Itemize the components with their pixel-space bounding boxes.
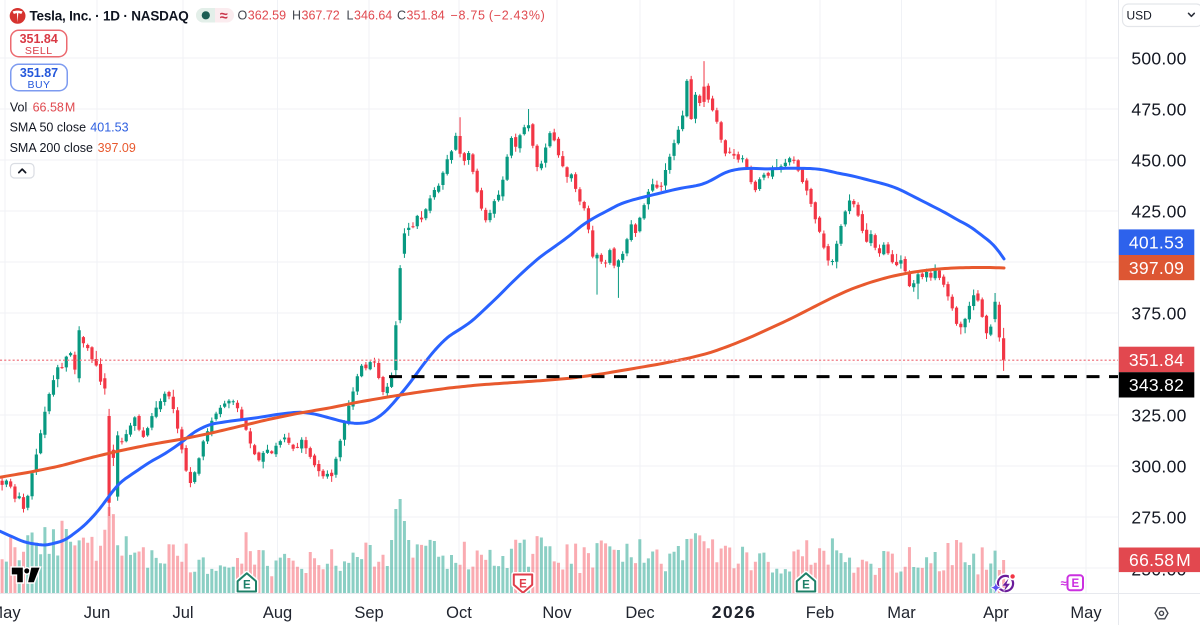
svg-text:Aug: Aug — [263, 604, 292, 622]
svg-text:O: O — [238, 9, 248, 23]
svg-text:66.58 M: 66.58 M — [1129, 550, 1191, 570]
svg-text:C: C — [397, 9, 406, 23]
svg-text:May: May — [1070, 604, 1102, 622]
svg-text:300.00: 300.00 — [1131, 456, 1186, 476]
svg-text:351.84: 351.84 — [20, 32, 58, 46]
svg-text:≈: ≈ — [220, 9, 228, 25]
svg-text:351.84: 351.84 — [1129, 350, 1184, 370]
svg-text:E: E — [519, 579, 527, 591]
svg-text:−8.75 (−2.43%): −8.75 (−2.43%) — [451, 9, 546, 23]
svg-text:L: L — [347, 9, 354, 23]
svg-text:Jun: Jun — [84, 604, 111, 622]
svg-text:2026: 2026 — [712, 602, 757, 622]
svg-text:450.00: 450.00 — [1131, 150, 1186, 170]
svg-text:401.53: 401.53 — [1129, 233, 1184, 253]
svg-text:Jul: Jul — [172, 604, 193, 622]
svg-text:Dec: Dec — [625, 604, 654, 622]
svg-text:Nov: Nov — [542, 604, 572, 622]
svg-text:401.53: 401.53 — [90, 121, 128, 135]
svg-text:362.59: 362.59 — [248, 9, 286, 23]
svg-text:Feb: Feb — [806, 604, 834, 622]
svg-text:351.84: 351.84 — [407, 9, 445, 23]
svg-text:Sep: Sep — [354, 604, 383, 622]
svg-text:425.00: 425.00 — [1131, 201, 1186, 221]
svg-text:500.00: 500.00 — [1131, 48, 1186, 68]
svg-text:Oct: Oct — [446, 604, 472, 622]
svg-text:SMA 50 close: SMA 50 close — [10, 121, 86, 135]
svg-text:E: E — [802, 580, 810, 592]
svg-text:USD: USD — [1127, 9, 1153, 23]
svg-text:397.09: 397.09 — [1129, 258, 1184, 278]
svg-text:275.00: 275.00 — [1131, 507, 1186, 527]
svg-text:346.64: 346.64 — [354, 9, 392, 23]
svg-text:351.87: 351.87 — [20, 66, 58, 80]
svg-text:≈: ≈ — [1060, 578, 1066, 590]
svg-text:375.00: 375.00 — [1131, 303, 1186, 323]
svg-text:66.58 M: 66.58 M — [33, 100, 76, 114]
svg-text:H: H — [292, 9, 301, 23]
svg-text:BUY: BUY — [27, 79, 50, 91]
svg-text:SMA 200 close: SMA 200 close — [10, 141, 93, 155]
svg-text:343.82: 343.82 — [1129, 375, 1184, 395]
svg-text:367.72: 367.72 — [302, 9, 340, 23]
svg-text:325.00: 325.00 — [1131, 405, 1186, 425]
svg-text:Mar: Mar — [887, 604, 916, 622]
svg-text:E: E — [1071, 578, 1079, 590]
svg-text:475.00: 475.00 — [1131, 99, 1186, 119]
svg-text:Tesla, Inc. · 1D · NASDAQ: Tesla, Inc. · 1D · NASDAQ — [30, 8, 189, 23]
svg-text:Vol: Vol — [10, 100, 27, 114]
svg-text:SELL: SELL — [25, 45, 53, 57]
svg-text:May: May — [0, 604, 21, 622]
svg-text:E: E — [243, 580, 251, 592]
svg-text:Apr: Apr — [983, 604, 1009, 622]
svg-text:397.09: 397.09 — [98, 141, 136, 155]
